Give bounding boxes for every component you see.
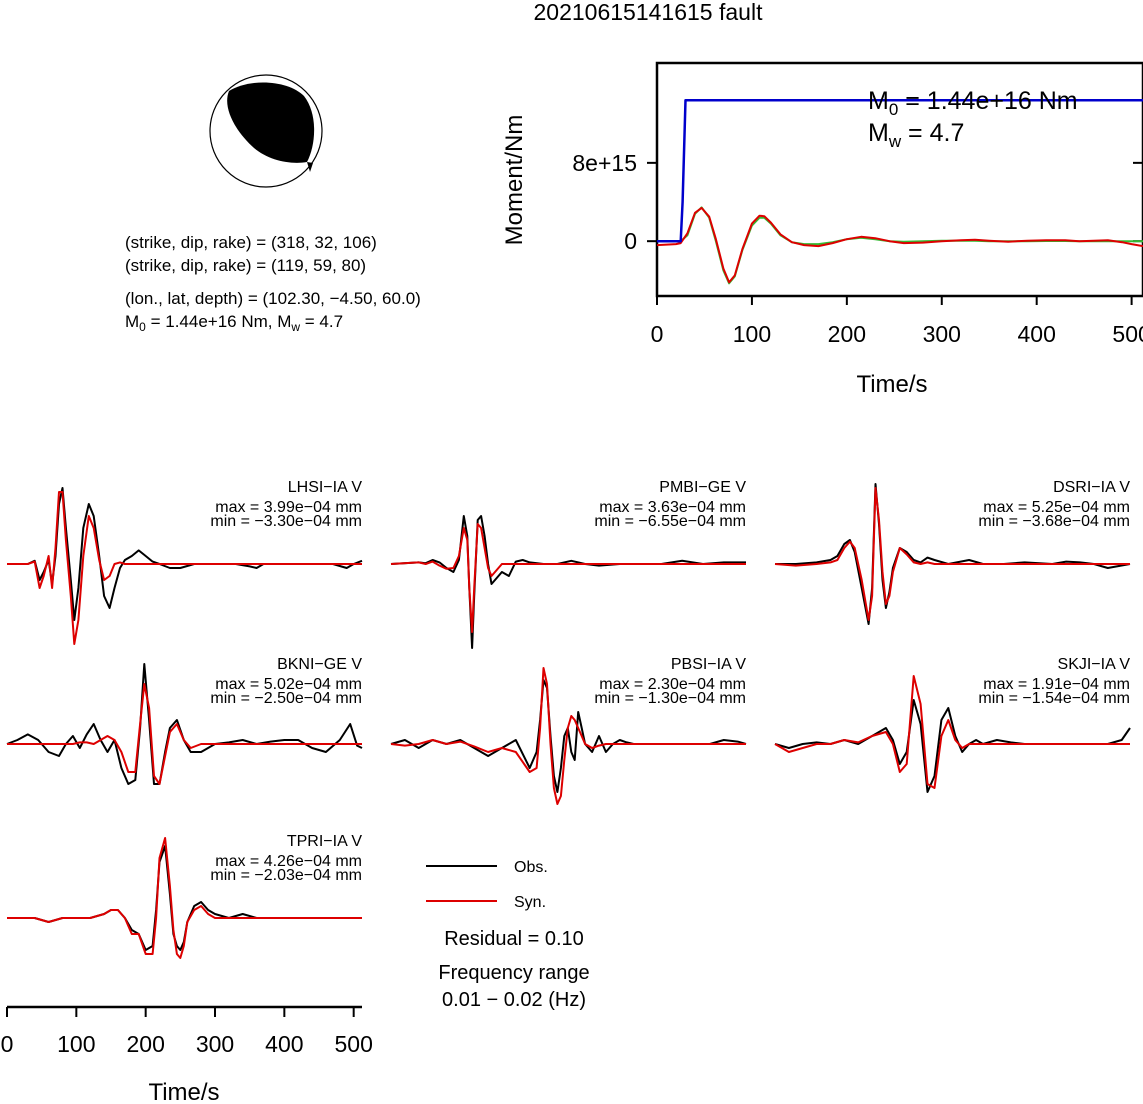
waveform-xtick-label: 400 xyxy=(265,1031,303,1057)
moment-plot-ticks: 0 100 200 300 400 500 0 8e+15 xyxy=(572,150,1143,347)
frequency-label: Frequency range xyxy=(438,962,589,984)
moment-xtick-label: 400 xyxy=(1018,321,1056,347)
compressional-quadrant xyxy=(227,82,315,163)
station-name: BKNI−GE V xyxy=(277,656,362,673)
moment-plot-frame xyxy=(655,61,1143,298)
station-max: max = 3.63e−04 mm xyxy=(599,499,746,516)
moment-plot: 010020030040050008e+15 Moment/Nm Time/s … xyxy=(501,61,1143,398)
station-name: SKJI−IA V xyxy=(1058,656,1131,673)
waveform-xtick-label: 500 xyxy=(334,1031,372,1057)
waveform-xtick-label: 300 xyxy=(196,1031,234,1057)
station-min: min = −6.55e−04 mm xyxy=(594,513,746,530)
moment-ytick-label: 0 xyxy=(624,228,637,254)
residual-text: Residual = 0.10 xyxy=(444,928,584,950)
moment-summary: M0 = 1.44e+16 Nm, Mw = 4.7 xyxy=(125,312,343,334)
synthetic-waveform xyxy=(7,491,362,645)
synthetic-waveform xyxy=(7,683,362,785)
waveform-xlabel: Time/s xyxy=(148,1079,219,1104)
station-max: max = 5.02e−04 mm xyxy=(215,676,362,693)
moment-rate-green-line xyxy=(657,206,1143,285)
station-max: max = 1.91e−04 mm xyxy=(983,676,1130,693)
station-max: max = 3.99e−04 mm xyxy=(215,499,362,516)
moment-xtick-label: 200 xyxy=(828,321,866,347)
legend-obs-label: Obs. xyxy=(514,859,548,876)
station-min: min = −3.68e−04 mm xyxy=(978,513,1130,530)
figure-title: 20210615141615 fault xyxy=(534,0,764,25)
station-min: min = −3.30e−04 mm xyxy=(210,513,362,530)
moment-ytick-label: 8e+15 xyxy=(572,150,637,176)
moment-xtick-label: 100 xyxy=(733,321,771,347)
station-max: max = 4.26e−04 mm xyxy=(215,853,362,870)
station-name: TPRI−IA V xyxy=(287,833,362,850)
station-min: min = −1.30e−04 mm xyxy=(594,690,746,707)
moment-xtick-label: 300 xyxy=(923,321,961,347)
synthetic-waveform xyxy=(774,487,1130,621)
station-min: min = −1.54e−04 mm xyxy=(978,690,1130,707)
focal-mechanism-beachball xyxy=(209,74,323,188)
waveform-xtick-label: 100 xyxy=(57,1031,95,1057)
hypocenter-location: (lon., lat, depth) = (102.30, −4.50, 60.… xyxy=(125,289,421,308)
legend: Obs. Syn. Residual = 0.10 Frequency rang… xyxy=(426,859,590,1011)
mechanism-info: (strike, dip, rake) = (318, 32, 106) (st… xyxy=(125,233,421,334)
cumulative-moment-line xyxy=(657,98,1143,243)
waveform-xtick-label: 200 xyxy=(126,1031,164,1057)
station-max: max = 5.25e−04 mm xyxy=(983,499,1130,516)
moment-xlabel: Time/s xyxy=(856,371,927,398)
waveform-xtick-label: 0 xyxy=(1,1031,14,1057)
synthetic-waveform xyxy=(774,675,1130,789)
moment-ylabel: Moment/Nm xyxy=(501,115,528,246)
legend-syn-label: Syn. xyxy=(514,894,546,911)
moment-xtick-label: 0 xyxy=(651,321,664,347)
synthetic-waveform xyxy=(7,837,362,959)
station-min: min = −2.50e−04 mm xyxy=(210,690,362,707)
station-name: PMBI−GE V xyxy=(659,479,746,496)
observed-waveform xyxy=(390,515,746,649)
nodal-plane-1: (strike, dip, rake) = (318, 32, 106) xyxy=(125,233,377,252)
station-name: LHSI−IA V xyxy=(288,479,363,496)
m0-annotation: M0 = 1.44e+16 Nm xyxy=(868,87,1078,119)
station-min: min = −2.03e−04 mm xyxy=(210,867,362,884)
moment-rate-red-line xyxy=(656,206,1143,284)
nodal-plane-2: (strike, dip, rake) = (119, 59, 80) xyxy=(125,256,366,275)
frequency-range: 0.01 − 0.02 (Hz) xyxy=(442,989,586,1011)
waveform-time-axis: 0 100 200 300 400 500 Time/s xyxy=(1,1005,373,1104)
station-max: max = 2.30e−04 mm xyxy=(599,676,746,693)
station-name: PBSI−IA V xyxy=(671,656,746,673)
synthetic-waveform xyxy=(390,523,746,633)
mw-annotation: Mw = 4.7 xyxy=(868,119,964,151)
observed-waveform xyxy=(6,663,363,785)
observed-waveform xyxy=(774,699,1131,793)
station-name: DSRI−IA V xyxy=(1053,479,1130,496)
moment-xtick-label: 500 xyxy=(1112,321,1143,347)
synthetic-waveform xyxy=(390,667,746,805)
moment-plot-lines xyxy=(656,98,1143,285)
